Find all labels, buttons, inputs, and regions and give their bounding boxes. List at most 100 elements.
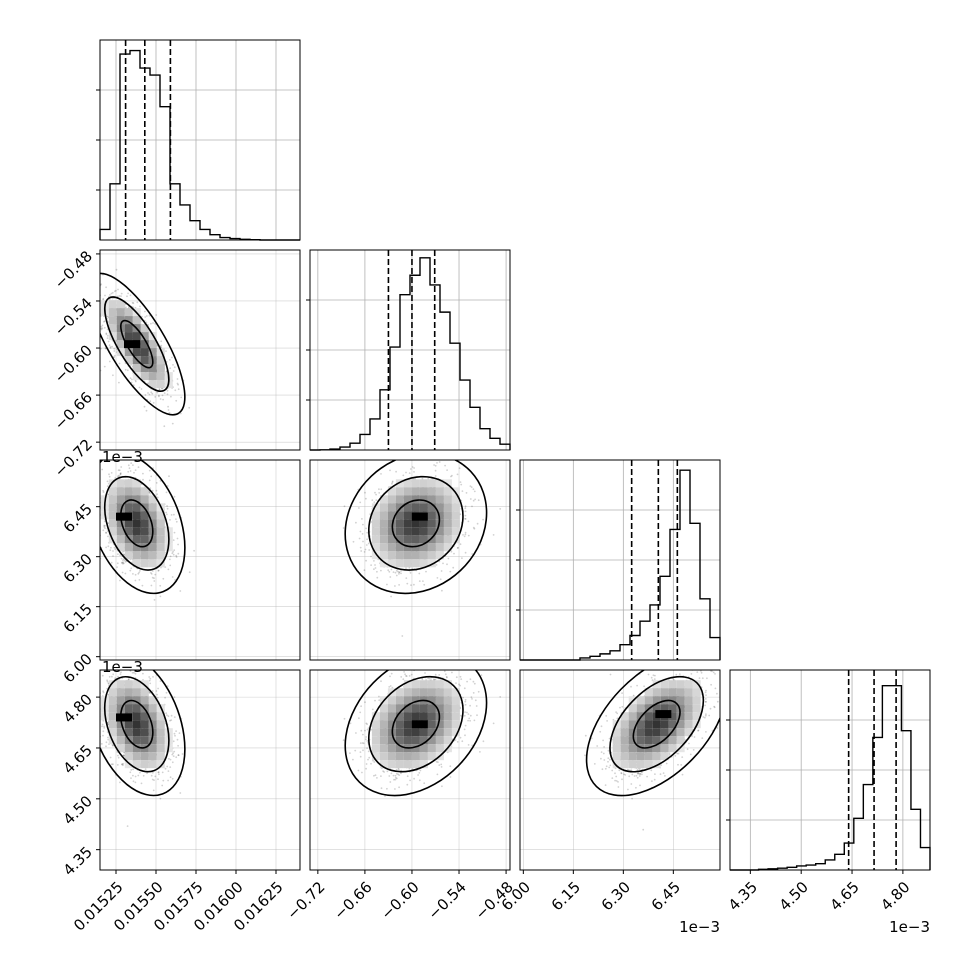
scatter-point: [96, 345, 98, 347]
scatter-point: [408, 472, 411, 474]
density-cell: [387, 511, 396, 520]
scatter-point: [390, 568, 393, 571]
scatter-point: [109, 346, 112, 348]
scatter-point: [398, 571, 401, 574]
scatter-point: [90, 493, 92, 495]
density-cell: [116, 519, 125, 528]
scatter-point: [122, 559, 124, 561]
scatter-point: [110, 763, 113, 766]
density-mode: [124, 340, 140, 349]
scatter-point: [165, 350, 167, 352]
density-cell: [108, 511, 117, 520]
scatter-point: [154, 573, 157, 576]
scatter-point: [450, 475, 452, 478]
scatter-point: [421, 477, 424, 480]
contour-1: [103, 475, 170, 571]
scatter-point: [100, 328, 103, 331]
density-cell: [148, 495, 157, 504]
scatter-point: [158, 395, 160, 398]
density-cell: [108, 527, 117, 536]
scatter-point: [394, 571, 397, 574]
scatter-point: [171, 422, 174, 425]
scatter-point: [405, 471, 407, 474]
density-cell: [140, 332, 149, 341]
density-cell: [379, 503, 388, 512]
scatter-point: [373, 560, 375, 562]
density-cell: [108, 519, 117, 528]
scatter-point: [171, 552, 174, 555]
density-cell: [395, 487, 404, 496]
scatter-point: [365, 544, 368, 546]
scatter-point: [179, 792, 182, 794]
scatter-point: [114, 477, 117, 479]
scatter-point: [174, 579, 177, 581]
scatter-point: [172, 553, 175, 556]
scatter-point: [82, 480, 84, 482]
scatter-point: [173, 549, 176, 552]
density-cell: [156, 535, 165, 544]
scatter-point: [134, 775, 137, 778]
density-cell: [419, 487, 428, 496]
scatter-point: [400, 570, 402, 572]
scatter-point: [149, 493, 152, 495]
scatter-point: [440, 570, 443, 572]
scatter-point: [127, 470, 130, 473]
scatter-point: [97, 320, 99, 322]
scatter-point: [108, 473, 110, 476]
density-cell: [435, 503, 444, 512]
density-cell: [427, 535, 436, 544]
scatter-point: [127, 292, 129, 295]
scatter-point: [104, 294, 106, 297]
density-cell: [411, 543, 420, 552]
scatter-point: [418, 580, 421, 582]
density-cell: [427, 479, 436, 488]
scatter-point: [142, 478, 144, 481]
scatter-point: [470, 486, 473, 489]
scatter-point: [176, 378, 179, 380]
scatter-point: [121, 562, 123, 564]
density-cell: [403, 487, 412, 496]
scatter-point: [109, 549, 112, 552]
density-cell: [443, 503, 452, 512]
density-cell: [411, 551, 420, 560]
scatter-point: [427, 477, 430, 480]
scatter-point: [134, 380, 137, 383]
scatter-point: [127, 464, 130, 467]
scatter-point: [101, 468, 104, 471]
density-cell: [395, 519, 404, 528]
scatter-point: [97, 325, 99, 327]
scatter-point: [172, 752, 175, 755]
scatter-point: [107, 545, 110, 548]
scatter-point: [482, 518, 484, 521]
scatter-point: [352, 540, 355, 543]
scatter-point: [390, 595, 392, 598]
density-cell: [148, 559, 157, 568]
pair-panel-0-1: [72, 250, 300, 450]
scatter-point: [464, 514, 467, 517]
hist-2-step: [520, 469, 721, 661]
scatter-point: [464, 510, 467, 513]
scatter-point: [139, 771, 141, 774]
density-cell: [140, 551, 149, 560]
density-cell: [371, 519, 380, 528]
scatter-point: [106, 680, 109, 683]
scatter-point: [461, 557, 463, 559]
density-cell: [379, 559, 388, 568]
density-cell: [443, 511, 452, 520]
density-cell: [140, 519, 149, 528]
scatter-point: [469, 485, 472, 487]
scatter-point: [471, 505, 473, 508]
scatter-point: [413, 471, 415, 473]
density-cell: [140, 511, 149, 520]
density-cell: [395, 551, 404, 560]
scatter-point: [342, 527, 345, 529]
scatter-point: [72, 340, 74, 342]
scatter-point: [175, 518, 177, 520]
scatter-point: [103, 727, 106, 729]
scatter-point: [343, 505, 346, 508]
scatter-point: [405, 567, 407, 570]
density-cell: [419, 519, 428, 528]
scatter-point: [166, 513, 168, 516]
scatter-point: [398, 571, 401, 573]
density-cell: [403, 559, 412, 568]
